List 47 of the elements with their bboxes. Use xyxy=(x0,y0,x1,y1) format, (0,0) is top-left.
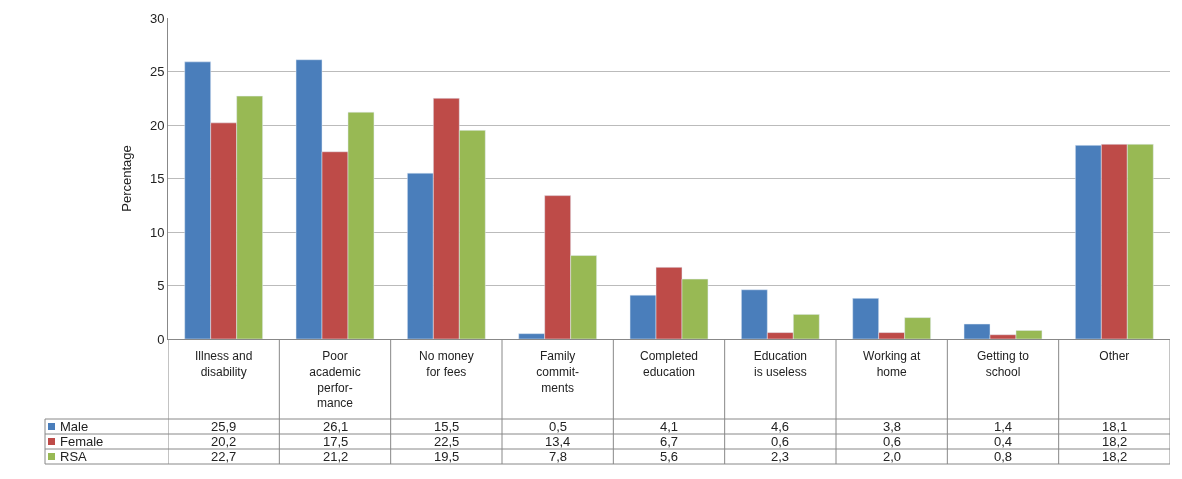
x-tick-label: Illness and disability xyxy=(194,349,253,379)
data-label: 20,2 xyxy=(211,434,237,449)
y-axis-title: Percentage xyxy=(118,145,134,212)
data-label: 4,6 xyxy=(771,419,790,434)
data-label: 3,8 xyxy=(883,419,902,434)
y-tick-label: 10 xyxy=(149,224,165,240)
data-label: 2,3 xyxy=(771,449,790,464)
x-tick-label: Working at home xyxy=(863,349,921,379)
legend-label: Female xyxy=(60,434,104,449)
data-label: 1,4 xyxy=(994,419,1013,434)
data-label: 0,6 xyxy=(883,434,902,449)
x-tick-label: Other xyxy=(1099,349,1130,364)
data-label: 6,7 xyxy=(660,434,679,449)
x-tick-label: Completed education xyxy=(639,349,699,379)
y-tick-label: 30 xyxy=(149,10,165,26)
x-tick-label: No money for fees xyxy=(418,349,474,379)
legend-label: Male xyxy=(60,419,89,434)
data-label: 22,5 xyxy=(434,434,460,449)
x-tick-label: Education is useless xyxy=(753,349,808,379)
data-label: 17,5 xyxy=(323,434,349,449)
y-tick-label: 25 xyxy=(149,64,165,80)
data-label: 0,5 xyxy=(549,419,568,434)
data-label: 22,7 xyxy=(211,449,237,464)
x-tick-label: Poor academic perfor- mance xyxy=(309,349,361,411)
data-label: 0,6 xyxy=(771,434,790,449)
data-label: 0,4 xyxy=(994,434,1013,449)
data-label: 15,5 xyxy=(434,419,460,434)
data-label: 7,8 xyxy=(549,449,568,464)
data-label: 18,2 xyxy=(1102,434,1128,449)
y-tick-label: 20 xyxy=(149,117,165,133)
x-tick-label: Family commit- ments xyxy=(536,349,580,395)
x-tick-label: Getting to school xyxy=(976,349,1030,379)
data-label: 2,0 xyxy=(883,449,902,464)
y-tick-label: 0 xyxy=(157,331,165,347)
y-tick-label: 15 xyxy=(149,171,165,187)
data-label: 26,1 xyxy=(323,419,349,434)
data-label: 18,1 xyxy=(1102,419,1128,434)
data-label: 4,1 xyxy=(660,419,679,434)
legend-label: RSA xyxy=(60,449,88,464)
data-label: 19,5 xyxy=(434,449,460,464)
data-label: 0,8 xyxy=(994,449,1013,464)
data-label: 5,6 xyxy=(660,449,679,464)
data-label: 21,2 xyxy=(323,449,349,464)
data-label: 25,9 xyxy=(211,419,237,434)
data-label: 18,2 xyxy=(1102,449,1128,464)
data-label: 13,4 xyxy=(545,434,571,449)
y-tick-label: 5 xyxy=(157,278,165,294)
